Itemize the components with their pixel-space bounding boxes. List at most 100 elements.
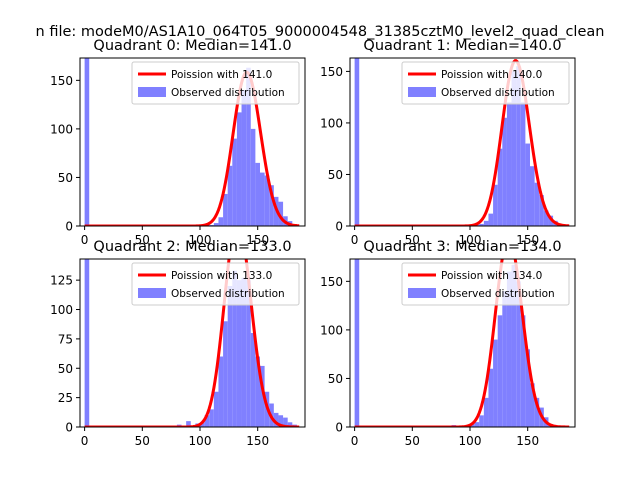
histogram-bar bbox=[278, 201, 284, 226]
y-tick-label: 100 bbox=[320, 323, 343, 337]
histogram-bar bbox=[493, 184, 498, 226]
x-tick-label: 100 bbox=[189, 434, 212, 448]
histogram-bar bbox=[227, 286, 233, 427]
histogram-bar bbox=[269, 185, 274, 226]
histogram-bar bbox=[218, 217, 224, 226]
y-tick-label: 50 bbox=[328, 372, 343, 386]
x-tick-label: 0 bbox=[351, 434, 359, 448]
legend-bar-swatch bbox=[408, 87, 436, 97]
histogram-bar bbox=[488, 368, 494, 427]
axes-frame bbox=[79, 258, 306, 428]
y-tick-label: 150 bbox=[50, 74, 73, 88]
histogram-bar bbox=[506, 271, 512, 427]
y-tick-label: 100 bbox=[50, 303, 73, 317]
chart-panel-0: 0 50 100 150 0 50 100 150 Quadrant 0: Median=141… bbox=[50, 38, 306, 247]
x-tick-label: 150 bbox=[246, 233, 269, 247]
histogram-bar bbox=[236, 112, 242, 226]
histogram-bar bbox=[534, 182, 540, 226]
chart-title: Quadrant 2: Median=133.0 bbox=[93, 239, 291, 255]
axes-frame bbox=[79, 57, 306, 227]
histogram-bar bbox=[186, 421, 191, 427]
figure-suptitle: n file: modeM0/AS1A10_064T05_9000004548_… bbox=[36, 24, 605, 40]
histogram-bar bbox=[255, 162, 260, 226]
x-tick-label: 50 bbox=[405, 434, 420, 448]
histogram-bar bbox=[511, 71, 517, 226]
y-tick-label: 0 bbox=[335, 220, 343, 234]
histogram-bar bbox=[236, 280, 242, 427]
histogram-bar bbox=[516, 281, 521, 427]
chart-panel-3: 0 50 100 150 0 50 100 150 Quadrant 3: Median=134… bbox=[320, 239, 576, 448]
histogram-bar bbox=[264, 175, 270, 226]
y-tick-label: 50 bbox=[58, 171, 73, 185]
x-tick-label: 0 bbox=[351, 233, 359, 247]
histogram-bar bbox=[474, 422, 480, 427]
histogram-bar bbox=[483, 220, 489, 226]
legend-bar-swatch bbox=[408, 288, 436, 298]
histogram-bar bbox=[204, 415, 210, 427]
legend-bar-swatch bbox=[138, 87, 166, 97]
histogram-bar bbox=[479, 415, 484, 427]
histogram-bar bbox=[516, 66, 521, 226]
histogram-bar bbox=[511, 264, 517, 427]
histogram-bar bbox=[273, 412, 279, 427]
chart-title: Quadrant 1: Median=140.0 bbox=[363, 38, 561, 54]
histogram-bar bbox=[525, 143, 530, 226]
legend-label-poisson: Poission with 134.0 bbox=[441, 270, 542, 282]
chart-panel-2: 0 50 100 150 0 25 50 75 100 125 Quadrant 2: Median… bbox=[50, 239, 306, 448]
histogram-bar bbox=[502, 291, 507, 427]
histogram-bar bbox=[84, 259, 90, 427]
histogram-bar bbox=[539, 195, 544, 226]
histogram-bar bbox=[493, 339, 498, 427]
histogram-bar bbox=[232, 138, 237, 226]
histogram-bar bbox=[250, 128, 256, 226]
histogram-bar bbox=[227, 165, 233, 226]
histogram-bar bbox=[200, 422, 205, 427]
legend-box bbox=[401, 61, 570, 105]
y-tick-label: 75 bbox=[58, 332, 73, 346]
histogram-bar bbox=[283, 417, 288, 427]
legend-label-observed: Observed distribution bbox=[441, 288, 555, 300]
histogram-bar bbox=[534, 397, 540, 427]
histogram-bars bbox=[84, 58, 297, 226]
y-tick-label: 0 bbox=[65, 421, 73, 435]
x-tick-label: 0 bbox=[81, 434, 89, 448]
histogram-bar bbox=[241, 90, 247, 226]
histogram-bar bbox=[479, 223, 484, 226]
histogram-bar bbox=[354, 58, 360, 226]
legend-box bbox=[131, 262, 300, 306]
histogram-bar bbox=[470, 424, 475, 427]
histogram-bar bbox=[502, 117, 507, 226]
axes-frame bbox=[349, 57, 576, 227]
legend-label-poisson: Poission with 133.0 bbox=[171, 270, 272, 282]
histogram-bar bbox=[520, 102, 526, 226]
y-tick-label: 25 bbox=[58, 391, 73, 405]
histogram-bar bbox=[213, 391, 219, 427]
x-tick-label: 50 bbox=[405, 233, 420, 247]
histogram-bar bbox=[218, 356, 224, 427]
histogram-bar bbox=[246, 67, 251, 226]
legend-bar-swatch bbox=[138, 288, 166, 298]
chart-title: Quadrant 3: Median=134.0 bbox=[363, 239, 561, 255]
y-tick-label: 100 bbox=[50, 122, 73, 136]
histogram-bar bbox=[260, 365, 265, 427]
y-tick-label: 0 bbox=[335, 421, 343, 435]
histogram-bar bbox=[223, 193, 228, 226]
y-tick-label: 100 bbox=[320, 116, 343, 130]
histogram-bars bbox=[354, 58, 563, 226]
legend-label-poisson: Poission with 141.0 bbox=[171, 69, 272, 81]
legend-label-poisson: Poission with 140.0 bbox=[441, 69, 542, 81]
legend-label-observed: Observed distribution bbox=[171, 288, 285, 300]
histogram-bar bbox=[84, 58, 90, 226]
histogram-bar bbox=[520, 315, 526, 427]
legend-label-observed: Observed distribution bbox=[441, 87, 555, 99]
histogram-bar bbox=[287, 422, 293, 427]
histogram-bar bbox=[209, 409, 214, 427]
histogram-bar bbox=[260, 172, 265, 226]
x-tick-label: 150 bbox=[246, 434, 269, 448]
x-tick-label: 100 bbox=[459, 233, 482, 247]
histogram-bar bbox=[213, 223, 219, 226]
legend-box bbox=[401, 262, 570, 306]
y-tick-label: 50 bbox=[58, 362, 73, 376]
y-tick-label: 150 bbox=[320, 275, 343, 289]
histogram-bar bbox=[488, 213, 494, 226]
